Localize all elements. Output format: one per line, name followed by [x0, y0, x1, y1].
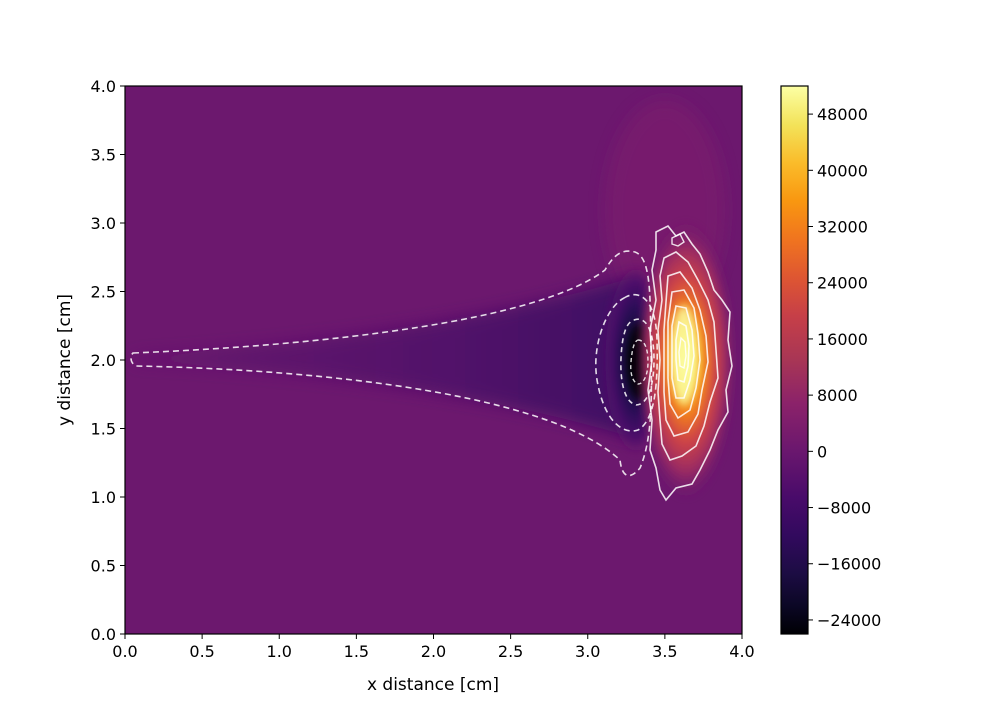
colorbar-tick-label: −16000 — [817, 555, 881, 574]
contour-positive-6 — [675, 320, 690, 384]
x-tick-label: 4.0 — [729, 642, 754, 661]
colorbar-tick-label: −8000 — [817, 499, 871, 518]
colorbar-tick-label: 16000 — [817, 330, 868, 349]
colorbar: −24000 −16000 −8000 0 8000 16000 24000 32000 400… — [780, 85, 881, 635]
y-tick-label: 0.5 — [91, 557, 116, 576]
colorbar-tick-label: 48000 — [817, 105, 868, 124]
colorbar-gradient — [781, 86, 808, 634]
contour-negative-core — [630, 339, 649, 385]
x-tick-label: 3.5 — [652, 642, 677, 661]
y-tick-label: 3.0 — [91, 214, 116, 233]
y-tick-label: 4.0 — [91, 77, 116, 96]
x-axis-label: x distance [cm] — [367, 675, 499, 695]
y-axis-label: y distance [cm] — [55, 294, 75, 426]
y-tick-label: 3.5 — [91, 146, 116, 165]
x-tick-label: 1.5 — [344, 642, 369, 661]
y-axis: 0.0 0.5 1.0 1.5 2.0 2.5 3.0 3.5 4.0 — [91, 77, 125, 644]
y-tick-label: 1.0 — [91, 488, 116, 507]
colorbar-tick-label: 8000 — [817, 386, 858, 405]
colorbar-frame — [780, 85, 809, 635]
x-tick-label: 1.0 — [267, 642, 292, 661]
y-tick-label: 2.5 — [91, 283, 116, 302]
contour-positive-5 — [671, 305, 695, 399]
contour-negative-middle — [595, 293, 658, 432]
x-tick-label: 2.5 — [498, 642, 523, 661]
colorbar-tick-label: 0 — [817, 442, 827, 461]
colorbar-tick-label: 24000 — [817, 274, 868, 293]
y-tick-label: 2.0 — [91, 351, 116, 370]
x-tick-label: 0.5 — [189, 642, 214, 661]
contour-positive-4 — [667, 289, 701, 420]
contour-lines — [130, 224, 733, 502]
x-axis: 0.0 0.5 1.0 1.5 2.0 2.5 3.0 3.5 4.0 — [112, 634, 755, 661]
heatmap-tail — [133, 275, 640, 440]
heatmap-plot-area — [125, 86, 742, 634]
colorbar-tick-label: −24000 — [817, 611, 881, 630]
contour-positive-3 — [663, 271, 709, 437]
contour-negative-outer — [130, 250, 653, 477]
y-tick-label: 1.5 — [91, 420, 116, 439]
contour-positive-7 — [678, 336, 687, 370]
colorbar-tick-label: 32000 — [817, 218, 868, 237]
x-tick-label: 3.0 — [575, 642, 600, 661]
x-tick-label: 0.0 — [112, 642, 137, 661]
colorbar-ticks: −24000 −16000 −8000 0 8000 16000 24000 32000 400… — [808, 105, 881, 630]
x-tick-label: 2.0 — [421, 642, 446, 661]
contour-positive-1 — [647, 224, 733, 502]
contour-negative-inner — [620, 318, 655, 406]
colorbar-tick-label: 40000 — [817, 161, 868, 180]
contour-positive-2 — [657, 251, 719, 461]
contour-positive-top-loop — [671, 233, 685, 247]
y-tick-label: 0.0 — [91, 625, 116, 644]
